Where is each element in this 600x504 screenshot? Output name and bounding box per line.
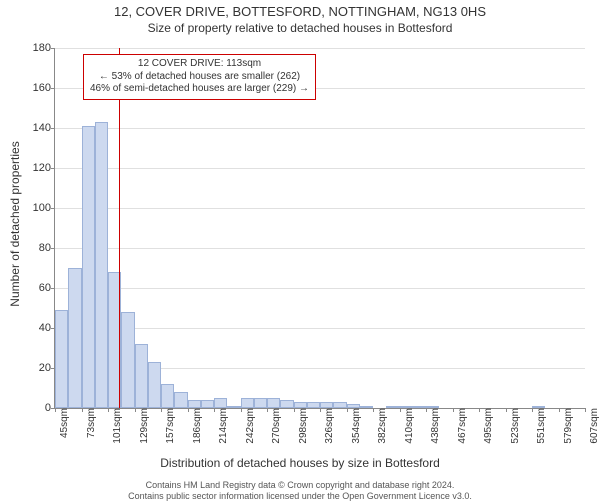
xtick-label: 354sqm [349,408,362,444]
histogram-bar [267,398,280,408]
xtick-label: 101sqm [110,408,123,444]
ytick-mark [51,208,55,209]
xtick-label: 438sqm [428,408,441,444]
xtick-label: 298sqm [296,408,309,444]
xtick-label: 157sqm [163,408,176,444]
xtick-label: 214sqm [216,408,229,444]
xtick-label: 382sqm [375,408,388,444]
footnote: Contains HM Land Registry data © Crown c… [0,480,600,502]
marker-line [119,48,120,408]
gridline [55,248,585,249]
xtick-label: 579sqm [561,408,574,444]
histogram-bar [386,406,399,408]
histogram-bar [227,406,240,408]
gridline [55,128,585,129]
xtick-mark [400,408,401,412]
xtick-label: 326sqm [322,408,335,444]
histogram-bar [82,126,95,408]
xtick-label: 607sqm [587,408,600,444]
xtick-mark [479,408,480,412]
annotation-line: 12 COVER DRIVE: 113sqm [90,58,309,71]
xtick-label: 129sqm [137,408,150,444]
xtick-mark [161,408,162,412]
histogram-bar [333,402,346,408]
xtick-mark [347,408,348,412]
histogram-bar [254,398,267,408]
xtick-label: 523sqm [508,408,521,444]
xtick-label: 270sqm [269,408,282,444]
annotation-box: 12 COVER DRIVE: 113sqm← 53% of detached … [83,54,316,100]
histogram-bar [55,310,68,408]
footnote-line-2: Contains public sector information licen… [0,491,600,502]
xtick-mark [585,408,586,412]
chart-container: 12, COVER DRIVE, BOTTESFORD, NOTTINGHAM,… [0,4,600,504]
ytick-mark [51,288,55,289]
xtick-label: 73sqm [84,408,97,438]
ytick-mark [51,128,55,129]
footnote-line-1: Contains HM Land Registry data © Crown c… [0,480,600,491]
annotation-line: ← 53% of detached houses are smaller (26… [90,71,309,84]
annotation-line: 46% of semi-detached houses are larger (… [90,83,309,96]
histogram-bar [135,344,148,408]
xtick-mark [55,408,56,412]
xtick-mark [506,408,507,412]
xtick-label: 495sqm [481,408,494,444]
histogram-bar [121,312,134,408]
xtick-mark [294,408,295,412]
xtick-mark [188,408,189,412]
histogram-bar [241,398,254,408]
xtick-label: 45sqm [57,408,70,438]
ytick-mark [51,248,55,249]
histogram-bar [214,398,227,408]
xtick-mark [108,408,109,412]
histogram-bar [280,400,293,408]
xtick-mark [82,408,83,412]
xtick-mark [214,408,215,412]
gridline [55,328,585,329]
xtick-mark [267,408,268,412]
ytick-mark [51,88,55,89]
gridline [55,48,585,49]
y-axis-label: Number of detached properties [8,141,22,306]
xtick-label: 551sqm [534,408,547,444]
xtick-label: 467sqm [455,408,468,444]
histogram-bar [95,122,108,408]
chart-title: 12, COVER DRIVE, BOTTESFORD, NOTTINGHAM,… [0,4,600,19]
xtick-label: 410sqm [402,408,415,444]
x-axis-label: Distribution of detached houses by size … [0,456,600,470]
histogram-bar [148,362,161,408]
xtick-mark [373,408,374,412]
plot-area: 02040608010012014016018045sqm73sqm101sqm… [54,48,585,409]
chart-subtitle: Size of property relative to detached ho… [0,21,600,35]
histogram-bar [161,384,174,408]
xtick-mark [320,408,321,412]
ytick-mark [51,168,55,169]
ytick-mark [51,48,55,49]
xtick-label: 242sqm [243,408,256,444]
xtick-mark [532,408,533,412]
histogram-bar [68,268,81,408]
histogram-bar [201,400,214,408]
xtick-mark [559,408,560,412]
histogram-bar [188,400,201,408]
xtick-label: 186sqm [190,408,203,444]
xtick-mark [426,408,427,412]
gridline [55,208,585,209]
gridline [55,168,585,169]
gridline [55,288,585,289]
xtick-mark [135,408,136,412]
histogram-bar [174,392,187,408]
xtick-mark [241,408,242,412]
xtick-mark [453,408,454,412]
